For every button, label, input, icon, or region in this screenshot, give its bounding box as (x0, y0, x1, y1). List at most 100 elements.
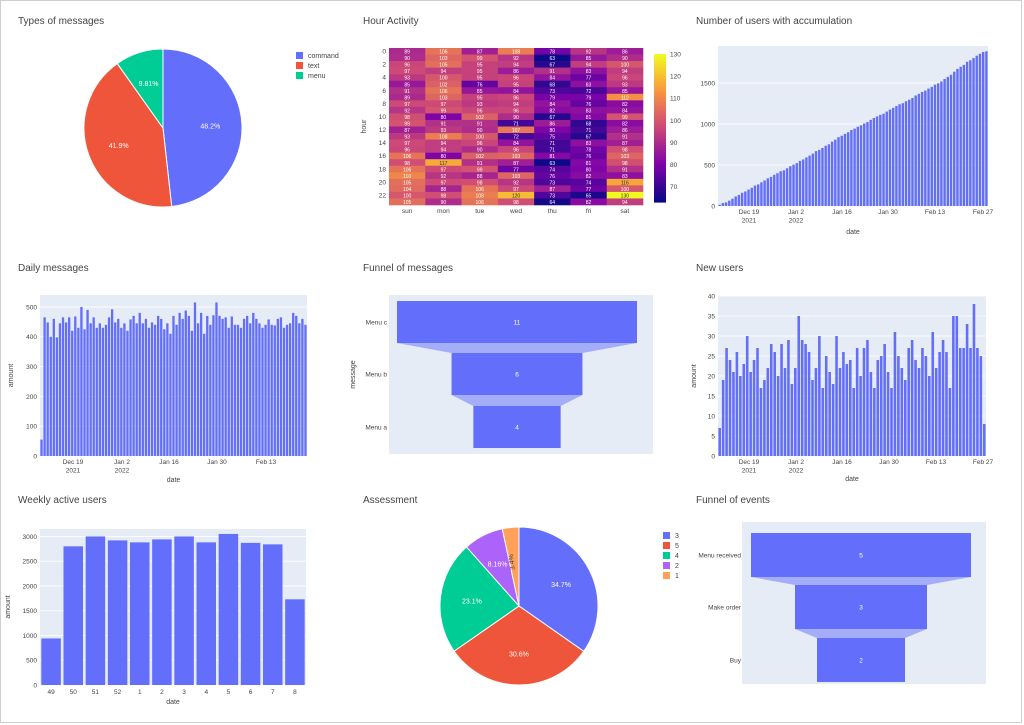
hour-cell-value: 90 (441, 200, 447, 206)
hour-cell-value: 94 (586, 63, 592, 69)
hour-cell (606, 152, 644, 160)
hour-cell-value: 87 (513, 161, 519, 167)
new_users-bar (876, 360, 880, 456)
hour-colorbar-band (654, 68, 666, 72)
hour-cell-value: 103 (439, 95, 448, 101)
hour-cell (606, 67, 644, 75)
new_users-x-label: date (845, 476, 859, 483)
accum-bar (882, 113, 885, 206)
daily-bar (206, 315, 209, 456)
daily-bar (92, 317, 95, 456)
hour-cell-value: 105 (403, 200, 412, 206)
hour-cell (534, 61, 571, 68)
accum-bar (898, 104, 901, 206)
hour-cell (534, 172, 571, 180)
hour-cell (570, 178, 608, 186)
accum-bar (840, 135, 843, 206)
hour-colorbar-band (654, 86, 666, 90)
new_users-y-tick: 0 (711, 454, 715, 461)
accum-bar (869, 119, 872, 206)
hour-colorbar-band (654, 189, 666, 193)
hour-y-tick: 6 (382, 88, 386, 95)
hour-colorbar-band (654, 108, 666, 112)
hour-x-tick: sun (402, 208, 413, 215)
funnel_events-stage-label: Buy (730, 658, 742, 665)
hour-cell (606, 87, 644, 95)
daily-x-tick: Jan 2 (114, 459, 130, 466)
accum-bar (834, 139, 837, 206)
title-types: Types of messages (18, 16, 104, 27)
hour-cell (389, 172, 426, 180)
daily-bar (242, 318, 246, 456)
hour-colorbar-band (654, 95, 666, 99)
weekly-x-tick: 8 (293, 689, 297, 696)
daily-bar (120, 327, 123, 456)
accum-bar (904, 101, 908, 206)
assessment-legend-label: 4 (675, 553, 679, 560)
daily-bar (298, 323, 301, 456)
accum-x-tick: Dec 19 (739, 209, 760, 216)
daily-bar (58, 323, 62, 456)
hour-cell (461, 119, 499, 127)
new_users-bar (910, 340, 914, 456)
daily-x-tick: Feb 13 (256, 459, 277, 466)
accum-bar (943, 78, 946, 206)
hour-cell (461, 146, 499, 153)
new_users-bar (797, 316, 801, 456)
hour-cell (534, 126, 571, 134)
assessment-legend-swatch (663, 552, 670, 559)
types-slice (83, 62, 173, 208)
hour-cell (389, 106, 426, 114)
hour-cell (534, 159, 571, 167)
hour-cell (606, 191, 644, 199)
daily-bar (157, 315, 160, 456)
assessment-legend-swatch (663, 532, 670, 539)
hour-cell-value: 72 (513, 135, 519, 141)
accum-bar (895, 105, 898, 206)
new_users-bar (752, 360, 756, 456)
daily-bar (239, 327, 243, 456)
accum-bar (914, 95, 917, 206)
hour-colorbar-band (654, 93, 666, 97)
hour-cell (425, 191, 462, 199)
hour-cell-value: 92 (441, 174, 447, 180)
hour-cell (534, 178, 571, 186)
new_users-bar (718, 428, 722, 456)
hour-colorbar-band (654, 83, 666, 87)
hour-cell-value: 91 (622, 135, 628, 141)
hour-cell (425, 146, 462, 153)
hour-cell-value: 90 (622, 56, 628, 62)
accum-bar (789, 166, 792, 206)
accum-bar (811, 153, 815, 206)
hour-cell-value: 96 (622, 76, 628, 82)
new_users-bar (725, 348, 728, 456)
funnel_msg-stage-value: 6 (515, 372, 519, 379)
daily-bar (190, 330, 194, 456)
hour-y-tick: 12 (379, 127, 387, 134)
hour-cell-value: 110 (403, 174, 411, 180)
hour-cell (570, 133, 608, 140)
daily-bar (187, 315, 190, 456)
hour-cell (606, 198, 644, 206)
hour-cell (606, 133, 644, 140)
hour-cell (461, 185, 499, 193)
hour-cell (497, 93, 535, 101)
new_users-bar (787, 340, 790, 456)
new_users-x-tick: Feb 27 (973, 459, 994, 466)
new_users-bar (780, 344, 783, 456)
hour-cell (497, 172, 535, 180)
hour-cell (534, 146, 571, 153)
accum-bar (773, 174, 776, 206)
accum-plot-area (718, 46, 988, 206)
new_users-bar (969, 348, 972, 456)
hour-colorbar-band (654, 58, 666, 62)
new_users-bar (855, 348, 859, 456)
hour-cell-value: 107 (512, 128, 521, 134)
hour-cell-value: 82 (586, 174, 592, 180)
new_users-y-tick: 25 (708, 354, 716, 361)
daily-bar (126, 330, 129, 456)
hour-colorbar-tick: 120 (670, 74, 681, 81)
hour-cell-value: 103 (621, 154, 630, 160)
new_users-bar (835, 336, 838, 456)
hour-cell (497, 152, 535, 160)
